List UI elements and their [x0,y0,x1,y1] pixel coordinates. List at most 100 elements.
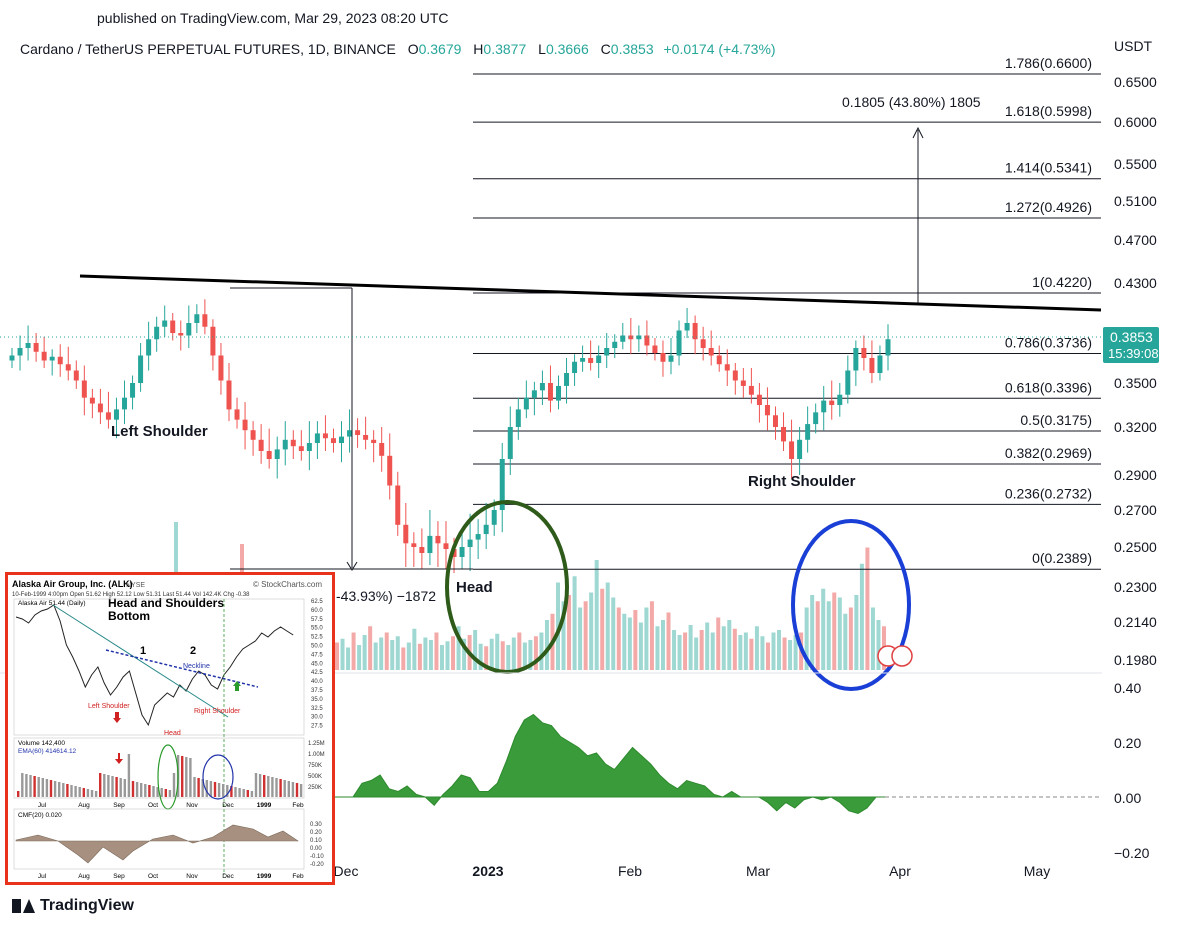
inset-volume-bar [275,778,278,797]
volume-bar [716,617,721,670]
candle-body [861,348,867,358]
inset-volume-frame [13,737,305,799]
target-arrow-head [912,126,924,139]
volume-bar [633,610,638,670]
inset-green-arrow [233,681,241,691]
inset-volume-bar [131,781,135,797]
symbol-header: Cardano / TetherUS PERPETUAL FUTURES, 1D… [20,41,776,57]
inset-volume-bar [29,775,32,797]
candle-body [628,335,634,340]
brand-name: TradingView [40,897,134,914]
pattern-overlay: 0.1805 (43.80%) 1805 -43.93%) −1872 Left S… [79,94,1102,691]
candle-body [41,351,47,361]
flag-icon [891,645,913,667]
inset-volume-label: Volume 142,400 [18,740,65,747]
volume-bar [417,643,422,670]
candle-body [258,439,264,451]
inset-volume-bar [185,757,188,797]
volume-bar [528,640,533,670]
inset-month-bottom: Sep [113,873,125,880]
inset-price-tick: 45.0 [311,661,323,667]
neckline [79,274,1102,312]
volume-bar [683,632,688,670]
candle-body [339,436,345,443]
candle-body [113,409,119,420]
inset-price-tick: 57.5 [311,617,323,623]
inset-month: Feb [292,802,304,809]
inset-volume-bar [258,774,262,797]
candle-body [652,345,658,353]
volume-bar [401,647,406,670]
candle-body [250,430,256,440]
volume-bar [451,636,456,670]
volume-bar [826,601,831,670]
inset-volume-bar [99,773,102,797]
x-tick: Mar [746,863,770,879]
candle-body [355,430,361,435]
inset-head: Head [164,730,181,737]
volume-bar [815,601,820,670]
cmf-tick: 0.40 [1114,680,1141,696]
inset-volume-bar [94,791,98,797]
volume-bar [600,588,605,670]
volume-bar [240,544,244,572]
candle-body [467,539,473,547]
fib-label: 1(0.4220) [1032,274,1092,290]
candle-body [555,385,561,401]
inset-cmf-tick: 0.20 [310,830,322,836]
candle-body [676,330,682,356]
inset-volume-bar [115,777,118,797]
inset-cmf-tick: -0.10 [310,854,324,860]
inset-neckline [105,649,259,688]
candle-body [274,449,280,459]
inset-price-tick: 32.5 [311,706,323,712]
candle-body [170,320,176,333]
volume-bar [660,620,665,670]
volume-bar [174,522,178,572]
volume-bar [688,625,693,670]
candle-body [443,543,449,549]
candle-body [162,320,168,327]
candle-body [748,385,754,395]
candle-body [491,510,497,525]
price-axis: USDT 0.6500 0.6000 0.5500 0.5100 0.4700 0.4300… [0,38,1159,879]
candle-body [146,339,152,356]
inset-volume-bar [287,781,290,797]
inset-volume-bar [267,776,270,797]
inset-right-shoulder: Right Shoulder [194,708,241,715]
inset-red-arrow-up [113,712,121,723]
volume-bar [594,560,599,670]
fib-label: 1.786(0.6600) [1005,55,1092,71]
volume-bar [854,595,859,670]
inset-volume-bar [172,773,176,797]
candle-body [451,549,457,557]
volume-bar [870,607,875,670]
candle-body [234,409,240,420]
volume-bar [434,632,439,670]
volume-pane [174,522,886,670]
inset-price-tick: 30.0 [311,715,323,721]
volume-bar [622,613,627,670]
inset-volume-bar [123,779,126,797]
inset-volume-bar [230,786,233,797]
volume-bar [567,595,572,670]
candle-body [877,355,883,373]
candle-body [130,383,136,398]
candle-body [781,427,787,442]
inset-volume-bar [17,791,20,797]
cmf-tick: 0.20 [1114,735,1141,751]
inset-price-tick: 60.0 [311,608,323,614]
inset-volume-bar [250,791,254,797]
price-tick: 0.4300 [1114,275,1157,291]
candle-body [523,397,529,410]
tradingview-logo[interactable]: TradingView [12,897,134,915]
candle-body [218,355,224,381]
inset-cmf-tick: 0.10 [310,838,322,844]
volume-bar [738,635,743,670]
candle-body [869,358,875,373]
candle-body [65,364,71,371]
candle-body [266,451,272,459]
candle-body [732,370,738,381]
candle-body [853,348,859,371]
